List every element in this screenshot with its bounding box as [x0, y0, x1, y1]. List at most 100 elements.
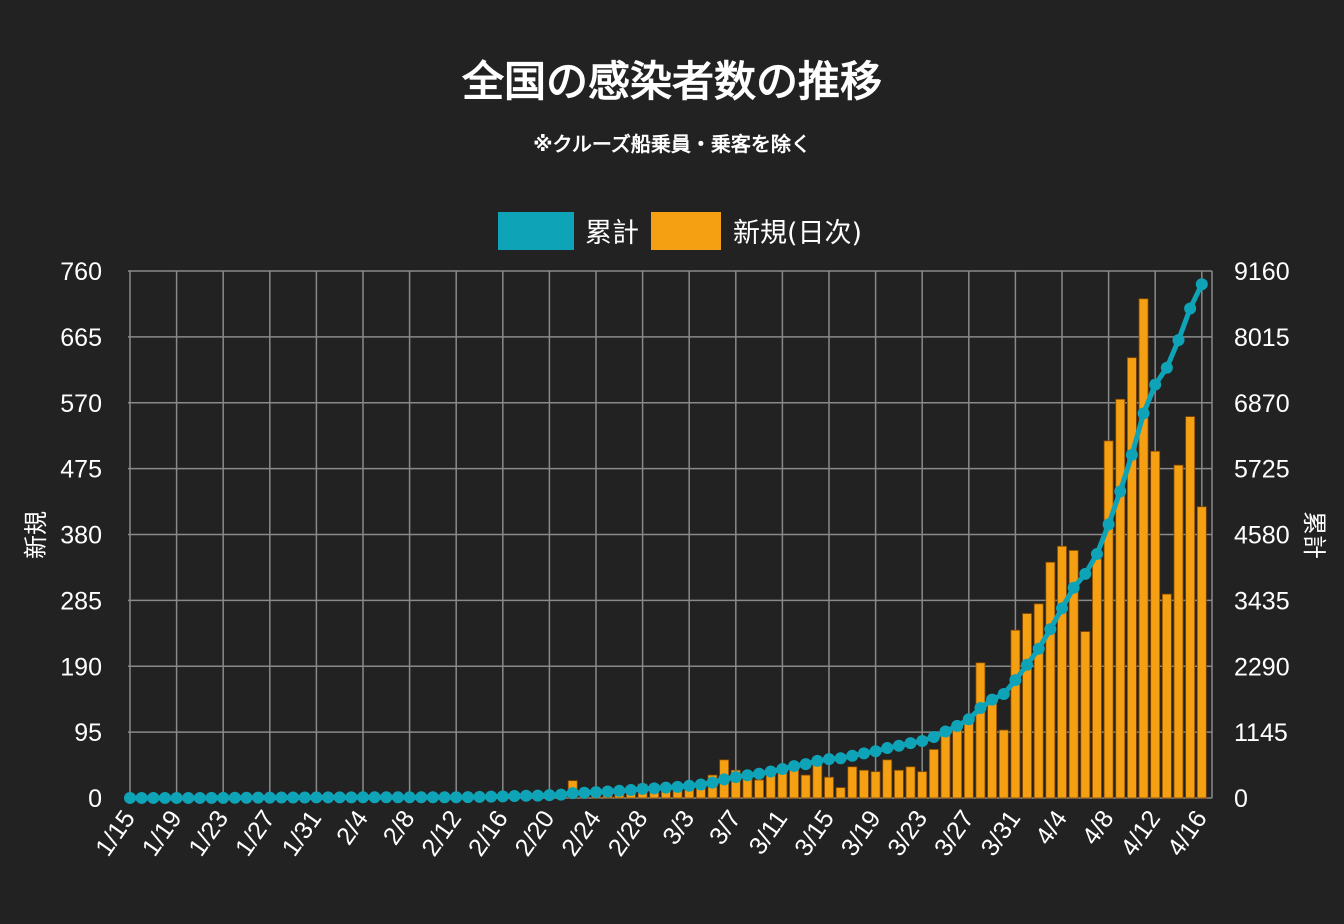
point-cumulative	[1184, 302, 1197, 315]
y-right-tick-label: 4580	[1234, 522, 1290, 550]
bar-new-cases	[1045, 561, 1056, 799]
y-right-tick-label: 6870	[1234, 390, 1290, 418]
point-cumulative	[217, 791, 230, 804]
point-cumulative	[566, 787, 579, 800]
x-tick-label: 2/24	[556, 805, 607, 861]
point-cumulative	[1114, 485, 1127, 498]
bar-new-cases	[824, 776, 834, 799]
bar-new-cases	[1092, 558, 1102, 799]
x-tick-label: 3/19	[836, 805, 887, 861]
x-tick-label: 3/15	[789, 805, 840, 861]
y-left-tick-label: 475	[60, 456, 102, 484]
point-cumulative	[694, 778, 707, 791]
point-cumulative	[916, 734, 929, 747]
bar-new-cases	[730, 769, 741, 799]
bar-new-cases	[952, 729, 963, 799]
bar-new-cases	[1115, 398, 1126, 799]
x-tick-label: 4/4	[1030, 805, 1073, 850]
point-cumulative	[252, 791, 265, 804]
bar-new-cases	[1080, 631, 1091, 799]
x-tick-label: 2/8	[378, 805, 421, 850]
point-cumulative	[461, 791, 474, 804]
y-right-tick-label: 1145	[1234, 719, 1288, 747]
point-cumulative	[170, 791, 183, 804]
legend-label-cumulative: 累計	[585, 218, 639, 249]
x-tick-label: 3/23	[882, 805, 933, 861]
bar-new-cases	[800, 774, 811, 799]
point-cumulative	[892, 739, 905, 752]
point-cumulative	[788, 760, 801, 773]
x-tick-label: 3/3	[657, 805, 700, 850]
bar-new-cases	[859, 769, 869, 799]
x-tick-label: 3/31	[975, 805, 1026, 861]
point-cumulative	[683, 779, 696, 792]
x-tick-label: 1/23	[183, 805, 234, 861]
point-cumulative	[881, 742, 894, 755]
bar-new-cases	[1196, 506, 1207, 799]
bar-new-cases	[835, 787, 846, 799]
y-left-tick-label: 95	[74, 719, 102, 747]
point-cumulative	[613, 784, 626, 797]
bar-new-cases	[917, 771, 928, 799]
point-cumulative	[590, 786, 602, 799]
point-cumulative	[496, 790, 509, 803]
point-cumulative	[357, 791, 369, 804]
point-cumulative	[508, 790, 521, 803]
chart-title: 全国の感染者数の推移	[461, 57, 882, 106]
x-tick-label: 2/16	[463, 805, 514, 861]
point-cumulative	[799, 758, 812, 771]
point-cumulative	[240, 791, 253, 804]
point-cumulative	[811, 754, 824, 767]
point-cumulative	[823, 753, 835, 766]
bar-new-cases	[1022, 613, 1032, 799]
x-tick-label: 1/27	[230, 805, 281, 861]
y-left-tick-label: 760	[60, 258, 102, 286]
bar-new-cases	[1161, 593, 1172, 799]
x-tick-label: 2/4	[331, 805, 374, 850]
point-cumulative	[1009, 674, 1022, 687]
point-cumulative	[205, 791, 218, 804]
x-tick-label: 2/12	[416, 805, 467, 861]
point-cumulative	[846, 749, 859, 762]
x-tick-label: 2/28	[603, 805, 654, 861]
y-left-tick-label: 0	[88, 785, 102, 813]
point-cumulative	[543, 789, 556, 802]
point-cumulative	[857, 747, 870, 760]
point-cumulative	[1021, 658, 1034, 671]
bar-new-cases	[1185, 416, 1196, 799]
y-right-axis-title: 累計	[1300, 511, 1328, 559]
point-cumulative	[986, 693, 999, 706]
x-tick-label: 1/31	[276, 805, 327, 861]
point-cumulative	[636, 782, 649, 795]
point-cumulative	[927, 730, 940, 743]
point-cumulative	[1079, 567, 1092, 580]
y-right-tick-label: 9160	[1234, 258, 1290, 286]
point-cumulative	[1149, 378, 1162, 391]
point-cumulative	[124, 791, 136, 804]
point-cumulative	[147, 791, 160, 804]
point-cumulative	[485, 790, 498, 803]
y-right-tick-label: 8015	[1234, 324, 1290, 352]
y-left-tick-label: 665	[60, 324, 102, 352]
point-cumulative	[228, 791, 241, 804]
point-cumulative	[741, 769, 754, 782]
x-tick-label: 3/7	[704, 805, 747, 850]
y-right-tick-label: 3435	[1234, 587, 1290, 615]
point-cumulative	[333, 791, 346, 804]
bar-new-cases	[1103, 440, 1114, 799]
point-cumulative	[648, 782, 661, 795]
x-tick-label: 4/8	[1077, 805, 1120, 850]
point-cumulative	[974, 702, 987, 715]
point-cumulative	[438, 791, 451, 804]
bar-new-cases	[998, 729, 1009, 799]
point-cumulative	[368, 791, 381, 804]
bar-new-cases	[1057, 545, 1067, 799]
point-cumulative	[473, 790, 486, 803]
point-cumulative	[1172, 334, 1185, 347]
bar-new-cases	[754, 779, 764, 799]
point-cumulative	[322, 791, 335, 804]
point-cumulative	[776, 762, 789, 775]
bar-new-cases	[1150, 450, 1161, 799]
y-left-tick-label: 285	[60, 587, 102, 615]
